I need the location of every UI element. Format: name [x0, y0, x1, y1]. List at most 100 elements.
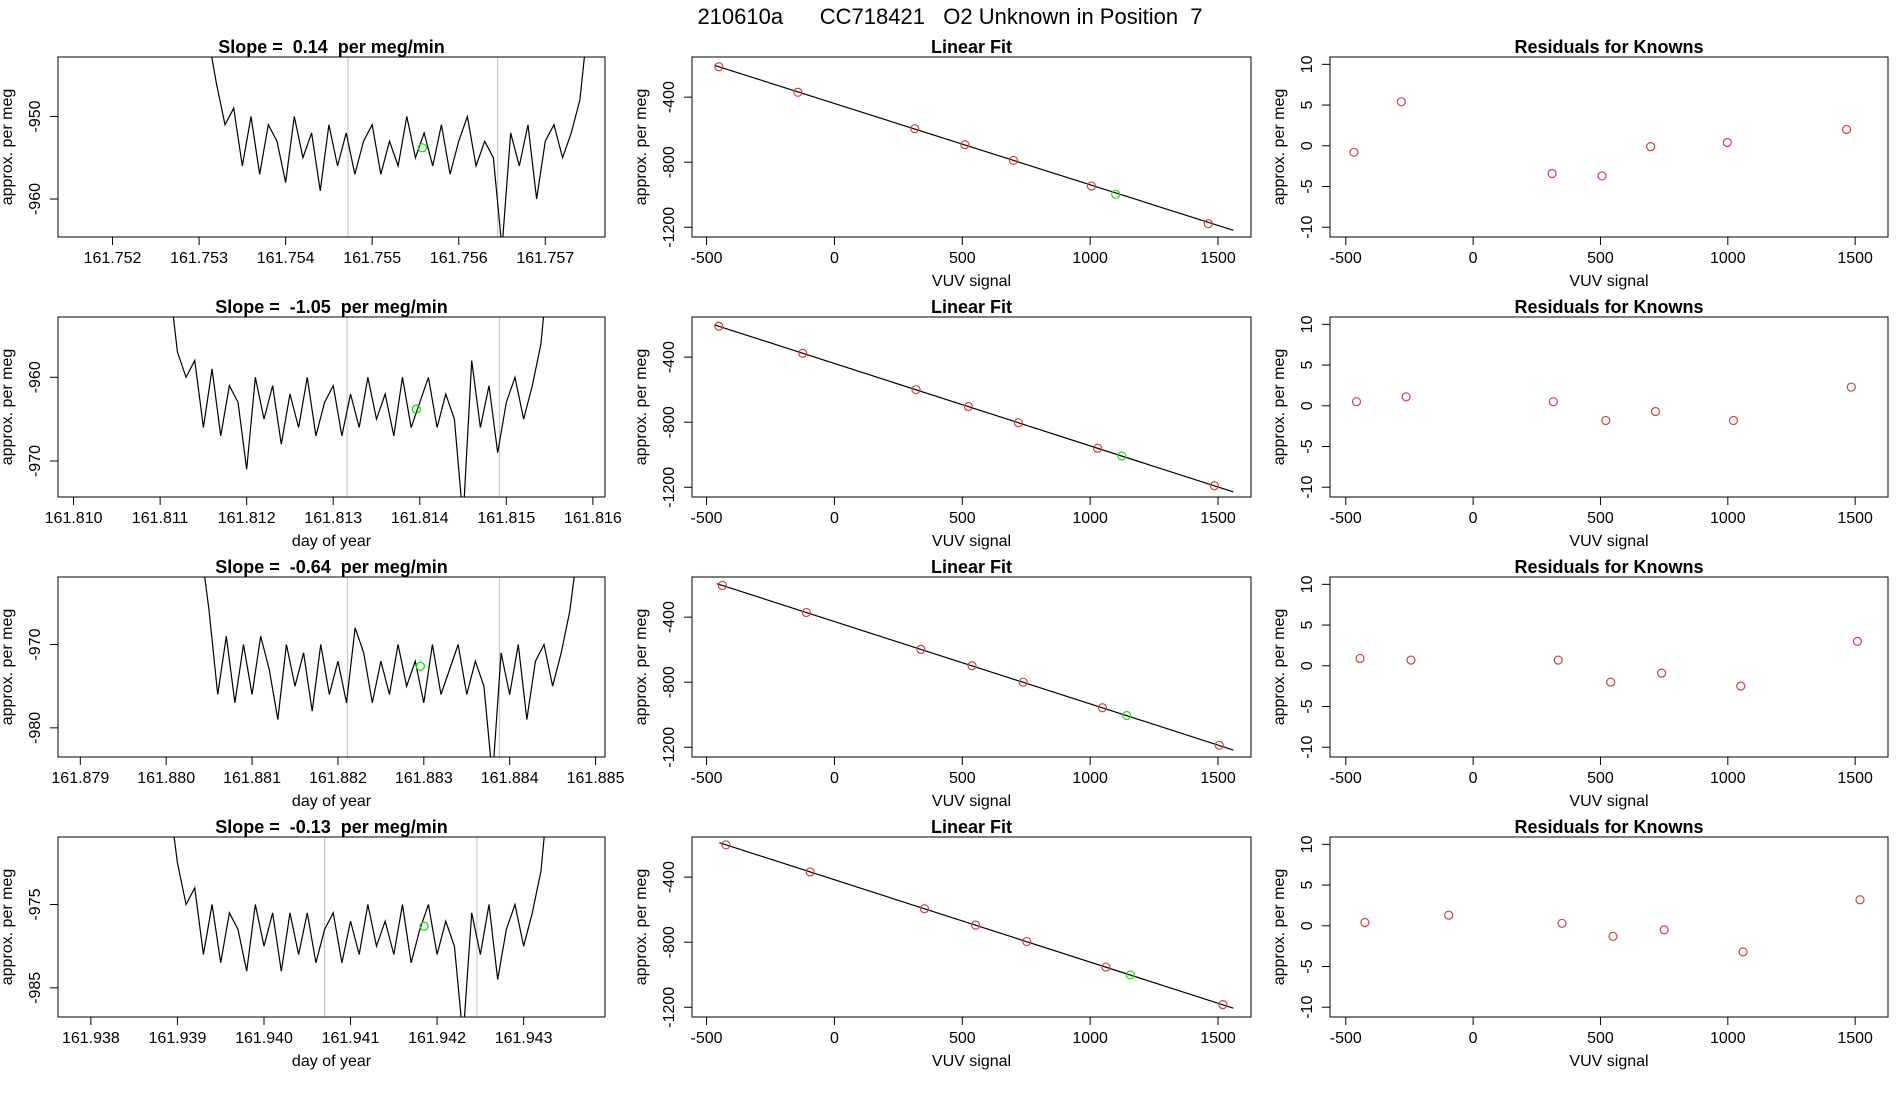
y-axis-label: approx. per meg: [0, 349, 16, 466]
x-axis-label: VUV signal: [1569, 533, 1648, 550]
x-tick-label: 0: [830, 770, 839, 787]
x-tick-label: -500: [691, 250, 723, 267]
x-tick-label: 161.757: [516, 250, 574, 267]
y-tick-label: -985: [27, 972, 44, 1004]
chart: Linear Fit VUV signal approx. per meg -500 0…: [633, 37, 1252, 290]
x-tick-label: 161.755: [343, 250, 401, 267]
x-tick-label: 161.943: [495, 1030, 553, 1047]
plot-area: [204, 577, 575, 757]
y-tick-label: 10: [1299, 315, 1316, 333]
point: [1855, 895, 1865, 905]
y-tick-label: -950: [27, 100, 44, 132]
y-axis-label: approx. per meg: [0, 609, 16, 726]
x-tick-label: 500: [1587, 770, 1614, 787]
x-tick-label: 161.815: [477, 510, 535, 527]
point: [1111, 189, 1121, 199]
x-tick-label: 161.884: [481, 770, 539, 787]
x-tick-label: 500: [1587, 1030, 1614, 1047]
y-tick-label: -10: [1299, 216, 1316, 239]
x-tick-label: -500: [691, 770, 723, 787]
chart-title: Slope = -1.05 per meg/min: [215, 297, 448, 317]
y-axis-label: approx. per meg: [0, 89, 16, 206]
fit-line: [714, 64, 1234, 231]
point: [1444, 910, 1454, 920]
x-tick-label: 1000: [1072, 1030, 1108, 1047]
y-tick-label: -800: [661, 926, 678, 958]
y-tick-label: 5: [1299, 881, 1316, 890]
x-tick-label: 161.756: [430, 250, 488, 267]
plot-frame: [691, 316, 1252, 498]
chart-title: Slope = 0.14 per meg/min: [218, 37, 445, 57]
point: [1547, 168, 1557, 179]
x-tick-label: 161.885: [567, 770, 625, 787]
point: [714, 62, 724, 72]
y-tick-label: 0: [1299, 661, 1316, 670]
x-tick-label: 1500: [1200, 510, 1236, 527]
y-tick-label: 5: [1299, 361, 1316, 370]
y-tick-label: -1200: [661, 467, 678, 508]
plot-area: [719, 840, 1234, 1010]
data-line: [211, 57, 586, 237]
point: [1214, 740, 1224, 750]
chart-title: Residuals for Knowns: [1514, 817, 1703, 837]
point: [1852, 636, 1863, 646]
point: [1601, 415, 1611, 426]
highlight-point: [415, 661, 425, 671]
y-axis-label: approx. per meg: [633, 609, 650, 726]
x-tick-label: 500: [949, 1030, 976, 1047]
y-axis-label: approx. per meg: [0, 869, 16, 986]
y-tick-label: 0: [1299, 141, 1316, 150]
y-tick-label: -980: [27, 712, 44, 744]
x-tick-label: 161.811: [132, 510, 189, 527]
x-axis-label: VUV signal: [932, 273, 1011, 290]
point: [910, 124, 920, 134]
x-tick-label: 1000: [1072, 510, 1108, 527]
point: [1349, 147, 1359, 157]
x-tick-label: 161.812: [218, 510, 276, 527]
x-tick-label: 161.941: [322, 1030, 380, 1047]
x-axis-label: VUV signal: [932, 1053, 1011, 1070]
y-tick-label: -400: [661, 341, 678, 373]
x-tick-label: 500: [949, 510, 976, 527]
y-tick-label: -10: [1299, 996, 1316, 1019]
chart: Linear Fit VUV signal approx. per meg -500 0…: [633, 817, 1252, 1070]
chart: Linear Fit VUV signal approx. per meg -500 0…: [633, 557, 1252, 810]
point: [1650, 406, 1661, 417]
point: [1018, 677, 1028, 687]
x-tick-label: -500: [1330, 250, 1362, 267]
y-axis-label: approx. per meg: [1271, 89, 1288, 206]
y-tick-label: -960: [27, 183, 44, 215]
y-tick-label: 5: [1299, 621, 1316, 630]
chart: Slope = 0.14 per meg/min approx. per meg 1…: [0, 37, 606, 267]
chart-title: Slope = -0.13 per meg/min: [215, 817, 448, 837]
x-tick-label: -500: [691, 510, 723, 527]
point: [1022, 936, 1032, 947]
x-tick-label: 500: [949, 770, 976, 787]
x-tick-label: 1500: [1837, 770, 1873, 787]
x-tick-label: 500: [949, 250, 976, 267]
x-tick-label: 161.753: [170, 250, 228, 267]
y-tick-label: -5: [1299, 179, 1316, 193]
x-tick-label: 1000: [1710, 1030, 1746, 1047]
x-tick-label: 0: [1469, 250, 1478, 267]
point: [1646, 141, 1656, 152]
x-tick-label: 1000: [1072, 250, 1108, 267]
y-tick-label: -400: [661, 861, 678, 893]
x-tick-label: 0: [830, 510, 839, 527]
y-axis-label: approx. per meg: [633, 89, 650, 206]
y-tick-label: 0: [1299, 401, 1316, 410]
point: [1659, 925, 1669, 935]
x-tick-label: 1500: [1837, 510, 1873, 527]
plot-area: [714, 321, 1234, 493]
x-tick-label: -500: [691, 1030, 723, 1047]
x-tick-label: 161.881: [223, 770, 281, 787]
x-tick-label: 0: [1469, 770, 1478, 787]
chart-title: Slope = -0.64 per meg/min: [215, 557, 448, 577]
point: [717, 580, 728, 591]
point: [1203, 219, 1213, 229]
plot-area: [1355, 636, 1863, 691]
x-tick-label: 1000: [1710, 250, 1746, 267]
chart-title: Linear Fit: [931, 297, 1012, 317]
y-tick-label: -5: [1299, 439, 1316, 453]
